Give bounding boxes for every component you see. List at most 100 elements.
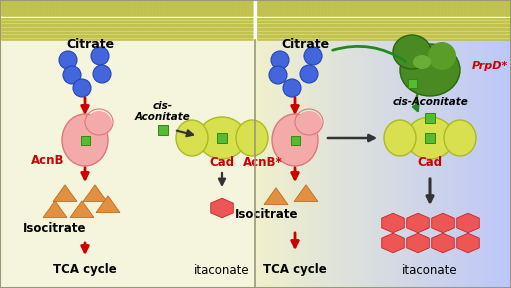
Polygon shape xyxy=(457,213,479,233)
Bar xyxy=(272,40,277,288)
Bar xyxy=(349,40,354,288)
Circle shape xyxy=(93,65,111,83)
Bar xyxy=(298,40,303,288)
Bar xyxy=(255,40,260,288)
Bar xyxy=(257,0,510,16)
Circle shape xyxy=(304,47,322,65)
Polygon shape xyxy=(382,213,404,233)
Ellipse shape xyxy=(236,120,268,156)
Polygon shape xyxy=(407,233,429,253)
Bar xyxy=(425,113,435,123)
Polygon shape xyxy=(407,213,429,233)
Bar xyxy=(502,40,508,288)
Text: TCA cycle: TCA cycle xyxy=(53,264,117,276)
Bar xyxy=(362,40,367,288)
Bar xyxy=(323,40,329,288)
Ellipse shape xyxy=(406,117,454,159)
Circle shape xyxy=(73,79,91,97)
FancyArrowPatch shape xyxy=(413,95,419,111)
Bar xyxy=(391,40,397,288)
Bar xyxy=(425,133,435,143)
Bar xyxy=(481,40,486,288)
Bar xyxy=(357,40,363,288)
Bar xyxy=(400,40,405,288)
Ellipse shape xyxy=(384,120,416,156)
Ellipse shape xyxy=(176,120,208,156)
Bar xyxy=(469,40,474,288)
Text: Citrate: Citrate xyxy=(281,39,329,52)
Bar xyxy=(353,40,358,288)
Bar xyxy=(311,40,316,288)
Ellipse shape xyxy=(62,114,108,166)
Ellipse shape xyxy=(272,114,318,166)
Bar xyxy=(447,40,452,288)
Polygon shape xyxy=(70,201,94,218)
Bar xyxy=(306,40,312,288)
Bar xyxy=(366,40,371,288)
Polygon shape xyxy=(43,201,67,218)
Bar xyxy=(158,125,168,135)
FancyArrowPatch shape xyxy=(333,46,406,61)
Bar xyxy=(477,40,482,288)
Circle shape xyxy=(300,65,318,83)
Bar xyxy=(426,40,431,288)
Bar xyxy=(328,40,333,288)
Text: Aconitate: Aconitate xyxy=(135,112,191,122)
Bar xyxy=(464,40,469,288)
Bar xyxy=(375,40,380,288)
Text: cis-: cis- xyxy=(153,101,173,111)
Polygon shape xyxy=(382,233,404,253)
Bar xyxy=(451,40,456,288)
Ellipse shape xyxy=(444,120,476,156)
Bar xyxy=(285,40,290,288)
Text: Citrate: Citrate xyxy=(66,39,114,52)
Circle shape xyxy=(91,47,109,65)
Circle shape xyxy=(63,66,81,84)
Circle shape xyxy=(271,51,289,69)
Bar xyxy=(276,40,282,288)
Text: Cad: Cad xyxy=(417,156,443,170)
Circle shape xyxy=(269,66,287,84)
Bar xyxy=(409,40,414,288)
Polygon shape xyxy=(294,185,318,202)
Polygon shape xyxy=(211,198,233,218)
Bar xyxy=(407,79,416,88)
Bar xyxy=(336,40,341,288)
Bar xyxy=(430,40,435,288)
Bar xyxy=(319,40,324,288)
Bar xyxy=(396,40,401,288)
Bar xyxy=(293,40,298,288)
Bar xyxy=(473,40,478,288)
Bar xyxy=(494,40,499,288)
Polygon shape xyxy=(83,185,107,202)
Bar xyxy=(81,135,89,145)
Bar xyxy=(344,40,350,288)
Ellipse shape xyxy=(413,55,431,69)
Bar xyxy=(289,40,294,288)
Circle shape xyxy=(59,51,77,69)
Bar xyxy=(404,40,410,288)
Polygon shape xyxy=(432,213,454,233)
Bar xyxy=(498,40,503,288)
Polygon shape xyxy=(96,196,120,213)
Bar xyxy=(460,40,465,288)
Bar xyxy=(340,40,345,288)
Bar xyxy=(507,40,511,288)
Text: itaconate: itaconate xyxy=(402,264,458,276)
Ellipse shape xyxy=(86,111,112,137)
Text: AcnB*: AcnB* xyxy=(243,156,283,168)
Bar xyxy=(455,40,461,288)
Bar xyxy=(434,40,439,288)
Bar xyxy=(485,40,491,288)
Bar xyxy=(490,40,495,288)
Bar xyxy=(387,40,392,288)
Bar xyxy=(0,40,255,288)
Text: TCA cycle: TCA cycle xyxy=(263,264,327,276)
Text: Isocitrate: Isocitrate xyxy=(23,221,87,234)
Text: PrpD*: PrpD* xyxy=(472,61,508,71)
Bar xyxy=(383,40,388,288)
Circle shape xyxy=(283,79,301,97)
Bar xyxy=(332,40,337,288)
Polygon shape xyxy=(53,185,77,202)
Ellipse shape xyxy=(198,117,246,159)
